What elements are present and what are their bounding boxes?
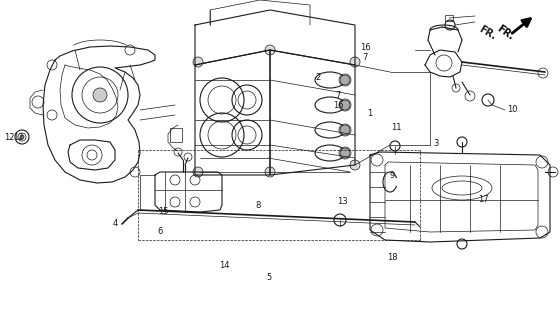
Text: 14: 14 (219, 261, 229, 270)
Circle shape (265, 45, 275, 55)
Text: 16: 16 (360, 44, 370, 52)
Text: 11: 11 (391, 124, 402, 132)
Circle shape (340, 125, 350, 135)
Circle shape (193, 167, 203, 177)
Circle shape (93, 88, 107, 102)
Circle shape (340, 148, 350, 158)
Text: 9: 9 (389, 171, 395, 180)
Circle shape (193, 57, 203, 67)
Text: 2: 2 (315, 73, 321, 82)
Text: 1: 1 (367, 108, 372, 117)
Circle shape (350, 57, 360, 67)
Text: 3: 3 (433, 140, 438, 148)
Circle shape (340, 75, 350, 85)
Text: 12: 12 (13, 132, 24, 141)
Text: 7: 7 (335, 92, 340, 100)
Text: FR.: FR. (494, 24, 515, 42)
Circle shape (20, 135, 24, 139)
Circle shape (265, 167, 275, 177)
Text: 16: 16 (333, 101, 343, 110)
Text: 6: 6 (157, 228, 163, 236)
Text: 10: 10 (507, 105, 517, 114)
Text: 12: 12 (4, 132, 15, 141)
Text: FR.: FR. (477, 24, 497, 42)
Text: 13: 13 (337, 196, 347, 205)
Text: 7: 7 (362, 53, 368, 62)
Text: 15: 15 (158, 206, 168, 215)
Text: 18: 18 (387, 253, 397, 262)
Text: 5: 5 (267, 273, 272, 282)
Bar (170, 128, 182, 142)
Text: 4: 4 (113, 219, 118, 228)
Bar (445, 15, 453, 21)
Text: 17: 17 (478, 196, 488, 204)
Circle shape (350, 160, 360, 170)
Text: 8: 8 (255, 201, 261, 210)
Circle shape (340, 100, 350, 110)
